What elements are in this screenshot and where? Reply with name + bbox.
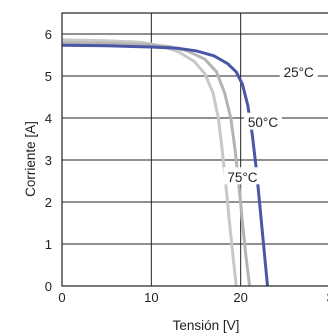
y-axis-label: Corriente [A] [23, 121, 38, 197]
annotation-background [244, 112, 282, 130]
y-ticks: 0 1 2 3 4 5 6 [45, 27, 52, 294]
annotation-background [279, 62, 318, 80]
annotation-background [223, 167, 262, 185]
x-tick-label: 3 [326, 290, 328, 305]
curve-annotation: 75°C [227, 170, 257, 185]
y-tick-label: 1 [45, 237, 52, 252]
y-tick-label: 2 [45, 195, 52, 210]
y-tick-label: 4 [45, 111, 52, 126]
y-tick-label: 6 [45, 27, 52, 42]
y-tick-label: 0 [45, 279, 52, 294]
x-axis-label: Tensión [V] [173, 318, 240, 333]
curves [61, 38, 269, 287]
x-tick-label: 0 [58, 290, 65, 305]
curve-25Cc [61, 43, 269, 287]
y-tick-label: 3 [45, 153, 52, 168]
curve-annotation: 25°C [284, 65, 314, 80]
y-tick-label: 5 [45, 69, 52, 84]
grid [62, 13, 328, 286]
curve-75Cc [61, 38, 238, 287]
curve-annotation: 50°C [248, 115, 278, 130]
x-ticks: 0 10 20 3 [58, 290, 328, 305]
x-tick-label: 10 [144, 290, 158, 305]
curve-50Cc [61, 41, 252, 287]
plot-area [61, 12, 328, 287]
annotations: 25°C 50°C 75°C [223, 62, 318, 185]
x-tick-label: 20 [233, 290, 247, 305]
